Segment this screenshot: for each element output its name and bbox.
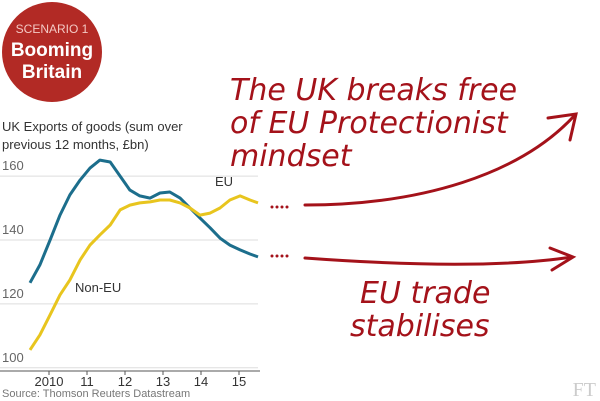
x-tick-label: 14 — [194, 374, 208, 389]
badge-kicker: SCENARIO 1 — [16, 22, 89, 36]
series-label: Non-EU — [75, 280, 121, 295]
source: Source: Thomson Reuters Datastream — [2, 388, 190, 400]
y-tick-label: 140 — [2, 222, 24, 237]
badge-title: Booming — [11, 40, 93, 61]
subtitle: UK Exports of goods (sum over — [2, 119, 183, 134]
annotation: of EU Protectionist — [230, 106, 509, 141]
y-tick-label: 120 — [2, 286, 24, 301]
annotation: The UK breaks free — [230, 73, 517, 108]
subtitle: previous 12 months, £bn) — [2, 137, 149, 152]
series-line — [28, 194, 259, 351]
series-line — [28, 158, 259, 284]
dots — [270, 205, 289, 258]
y-tick-label: 100 — [2, 350, 24, 365]
annotation: EU trade — [360, 276, 490, 311]
y-tick-label: 160 — [2, 158, 24, 173]
badge — [2, 2, 102, 102]
annotation: mindset — [230, 139, 353, 174]
x-tick-label: 13 — [156, 374, 170, 389]
arrows — [303, 112, 578, 272]
badge-title: Britain — [22, 62, 82, 83]
x-tick-label: 2010 — [35, 374, 64, 389]
logo: FT — [573, 379, 596, 401]
x-tick-label: 11 — [80, 374, 94, 389]
x-tick-label: 12 — [118, 374, 132, 389]
series-label: EU — [215, 174, 233, 189]
x-tick-label: 15 — [232, 374, 246, 389]
annotation: stabilises — [350, 309, 490, 344]
